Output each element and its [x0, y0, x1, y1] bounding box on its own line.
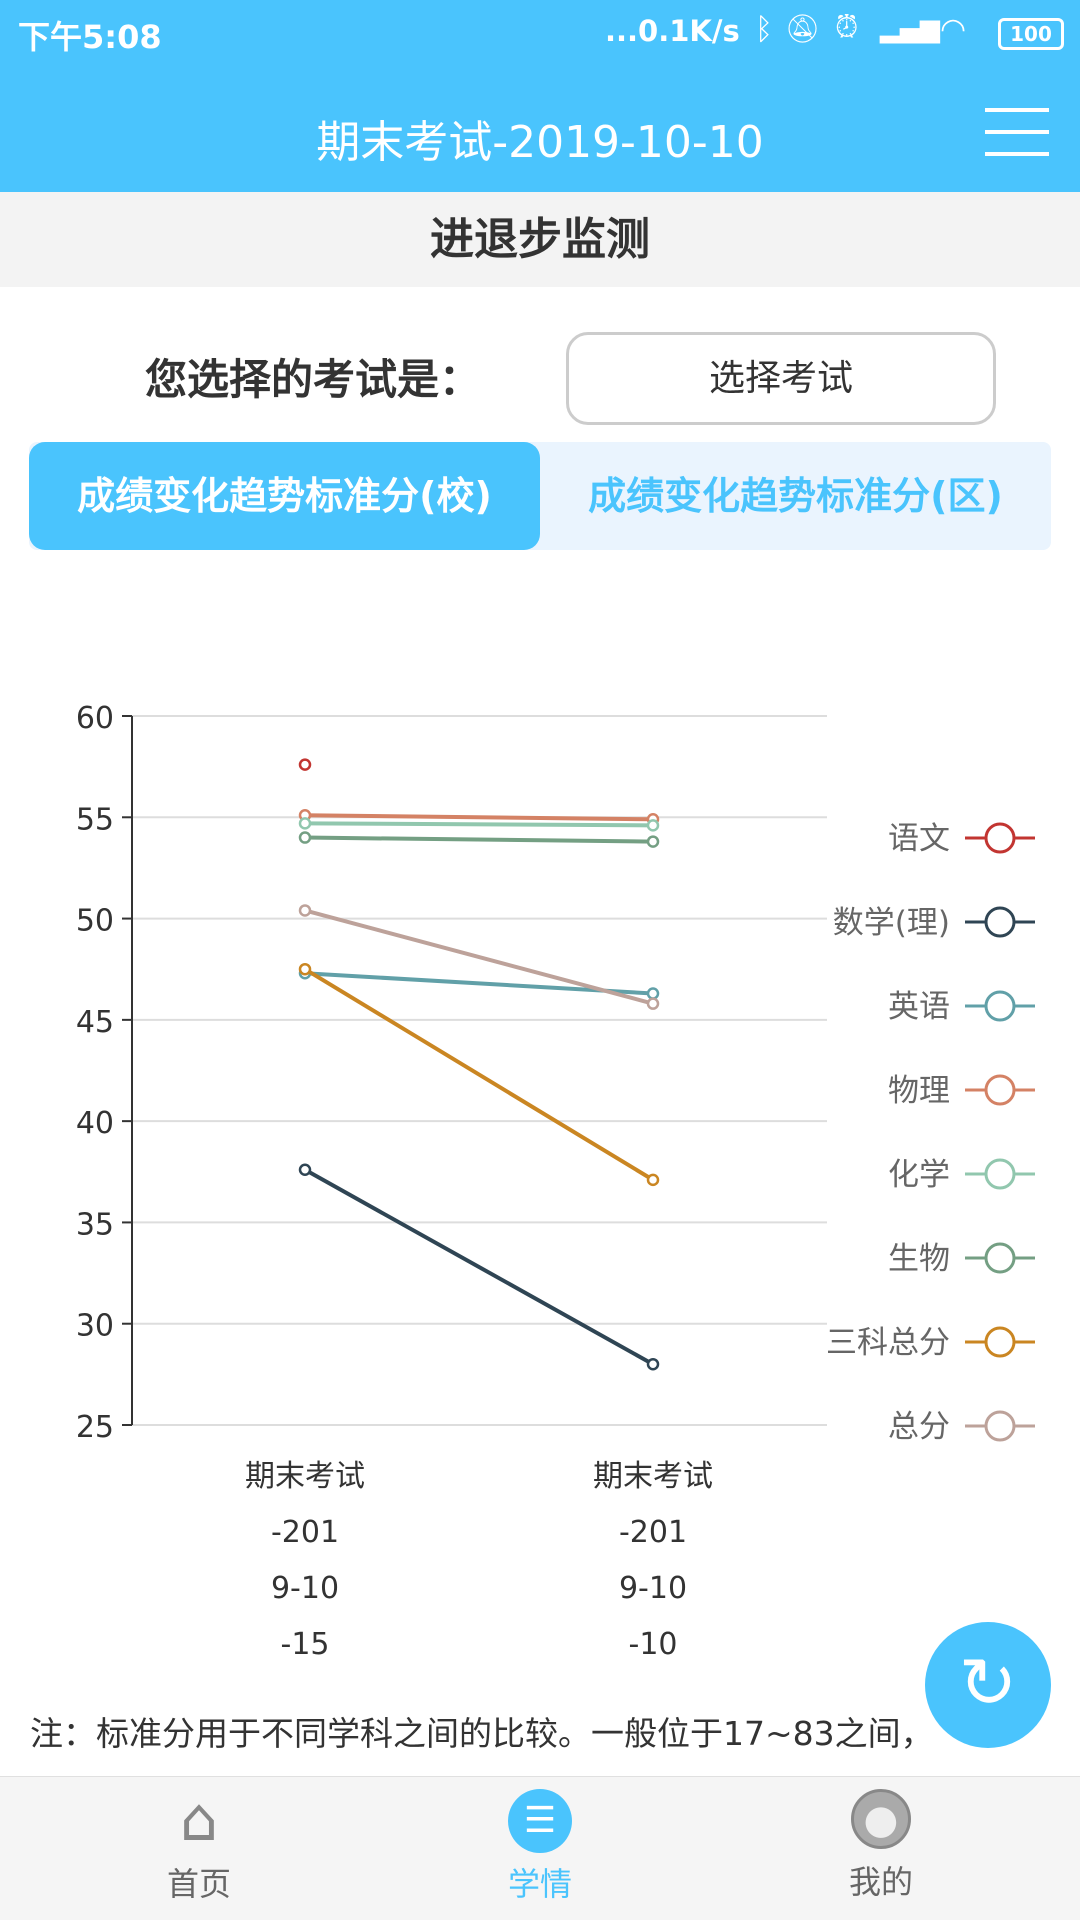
series-line-6 — [303, 967, 655, 1182]
legend-marker — [984, 1074, 1016, 1106]
wifi-icon: ◠ — [940, 12, 967, 47]
legend-marker — [984, 1242, 1016, 1274]
y-tick-label: 35 — [76, 1207, 114, 1242]
series-line-1 — [304, 1168, 654, 1366]
legend-marker — [984, 906, 1016, 938]
list-icon: ☰ — [508, 1789, 572, 1853]
refresh-button[interactable]: ↻ — [925, 1622, 1051, 1748]
data-point — [646, 987, 660, 1000]
y-tick-label: 25 — [76, 1410, 114, 1445]
nav-home-label: 首页 — [166, 1865, 231, 1903]
x-tick-label: -15 — [281, 1627, 330, 1662]
home-icon: ⌂ — [179, 1785, 219, 1855]
series-line-3 — [304, 813, 654, 822]
select-exam-button[interactable]: 选择考试 — [566, 332, 996, 425]
series-line-4 — [304, 821, 654, 828]
tab-school[interactable]: 成绩变化趋势标准分(校) — [29, 442, 540, 550]
x-tick-label: 期末考试 — [593, 1459, 713, 1494]
data-point — [646, 819, 660, 832]
series-line-7 — [304, 908, 654, 1006]
legend-label: 总分 — [888, 1409, 950, 1445]
data-point — [298, 758, 312, 771]
data-point — [298, 1163, 312, 1177]
legend-marker — [984, 1326, 1016, 1358]
legend-label: 生物 — [888, 1241, 950, 1277]
legend-label: 数学(理) — [833, 905, 950, 941]
mute-bell-icon: 🔕︎ — [785, 12, 821, 45]
data-point — [298, 962, 312, 976]
y-tick-label: 60 — [76, 701, 114, 736]
app-bar: 期末考试-2019-10-10 — [0, 70, 1080, 192]
note-text: 注：标准分用于不同学科之间的比较。一般位于17~83之间， — [30, 1714, 934, 1753]
refresh-icon: ↻ — [958, 1642, 1018, 1724]
page-title: 期末考试-2019-10-10 — [316, 117, 764, 168]
y-tick-label: 55 — [76, 802, 114, 837]
y-tick-label: 45 — [76, 1005, 114, 1040]
x-tick-label: -10 — [629, 1627, 678, 1662]
status-bar: 下午5:08 ...0.1K/s ᛒ 🔕︎ ⏰︎ ▂▄▆ ◠ 100 — [0, 0, 1080, 70]
tab-district[interactable]: 成绩变化趋势标准分(区) — [588, 474, 1003, 518]
legend-marker — [984, 990, 1016, 1022]
alarm-icon: ⏰︎ — [835, 10, 859, 45]
nav-home[interactable]: ⌂ 首页 — [19, 1777, 379, 1921]
signal-icon: ▂▄▆ — [880, 14, 940, 44]
legend-label: 化学 — [888, 1157, 950, 1193]
nav-study-label: 学情 — [507, 1865, 572, 1903]
legend-label: 语文 — [888, 821, 950, 857]
user-icon: ● — [851, 1789, 911, 1849]
trend-chart: 60 55 50 45 40 35 30 25 期末考试 -201 9-10 -15 期末考试 -201 9… — [76, 701, 1035, 1662]
section-header: 进退步监测 — [0, 192, 1080, 287]
legend-label: 物理 — [888, 1073, 950, 1109]
data-point — [646, 997, 660, 1010]
legend-label: 三科总分 — [826, 1325, 950, 1361]
y-tick-label: 30 — [76, 1309, 114, 1344]
data-point — [646, 835, 660, 848]
data-point — [298, 904, 312, 917]
nav-study[interactable]: ☰ 学情 — [360, 1777, 720, 1921]
legend-marker — [984, 822, 1016, 854]
exam-select-label: 您选择的考试是： — [145, 355, 482, 404]
x-tick-label: 9-10 — [271, 1571, 339, 1606]
bluetooth-icon: ᛒ — [755, 12, 773, 47]
legend-label: 英语 — [888, 989, 950, 1025]
hamburger-icon[interactable] — [985, 108, 1049, 156]
net-speed: ...0.1K/s — [605, 14, 740, 48]
legend-marker — [984, 1410, 1016, 1442]
battery-icon: 100 — [998, 18, 1064, 50]
data-point — [298, 817, 312, 830]
bottom-nav: ⌂ 首页 ☰ 学情 ● 我的 — [0, 1776, 1080, 1920]
status-time: 下午5:08 — [18, 18, 162, 56]
nav-mine[interactable]: ● 我的 — [701, 1777, 1061, 1921]
x-tick-label: -201 — [271, 1515, 339, 1550]
x-tick-label: 9-10 — [619, 1571, 687, 1606]
nav-mine-label: 我的 — [848, 1863, 913, 1901]
x-tick-label: 期末考试 — [245, 1459, 365, 1494]
tab-bar: 成绩变化趋势标准分(校) 成绩变化趋势标准分(区) — [29, 442, 1051, 550]
data-point — [646, 1357, 660, 1371]
legend-marker — [984, 1158, 1016, 1190]
x-tick-label: -201 — [619, 1515, 687, 1550]
y-tick-label: 40 — [76, 1106, 114, 1141]
data-point — [298, 831, 312, 844]
series-line-5 — [304, 835, 654, 844]
section-title: 进退步监测 — [430, 214, 650, 265]
y-tick-label: 50 — [76, 904, 114, 939]
data-point — [646, 1173, 660, 1187]
